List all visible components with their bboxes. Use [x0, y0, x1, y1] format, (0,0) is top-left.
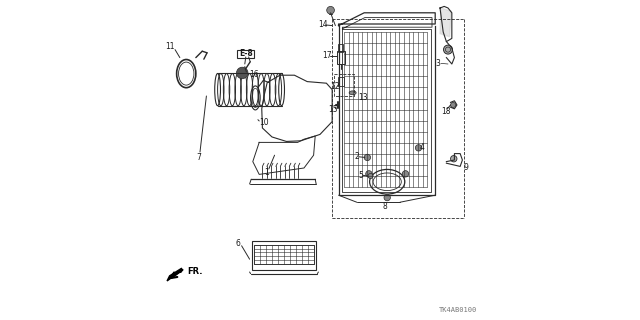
Text: 14: 14 [318, 20, 328, 29]
Text: 13: 13 [358, 93, 367, 102]
Circle shape [451, 102, 456, 108]
Circle shape [451, 156, 457, 162]
Text: 15: 15 [328, 105, 338, 114]
Bar [338, 77, 344, 86]
Text: 9: 9 [463, 163, 468, 172]
Text: 11: 11 [166, 42, 175, 51]
Text: 2: 2 [355, 152, 359, 161]
Text: 12: 12 [331, 82, 340, 91]
Text: 10: 10 [259, 118, 269, 127]
Bar [254, 245, 314, 264]
Text: 7: 7 [196, 153, 201, 162]
Circle shape [444, 45, 452, 54]
Circle shape [364, 154, 371, 161]
Text: 18: 18 [442, 107, 451, 116]
Text: 1: 1 [264, 168, 269, 177]
Circle shape [403, 171, 409, 177]
Text: 3: 3 [435, 60, 440, 68]
Circle shape [365, 171, 372, 177]
Ellipse shape [349, 91, 356, 95]
Circle shape [415, 145, 422, 151]
Text: 16: 16 [250, 70, 259, 79]
Text: TK4AB0100: TK4AB0100 [438, 307, 477, 313]
Polygon shape [440, 8, 451, 37]
Text: 8: 8 [382, 202, 387, 211]
Text: 17: 17 [322, 52, 332, 60]
Bar [339, 44, 344, 52]
Text: E-8: E-8 [239, 49, 253, 58]
Text: 4: 4 [419, 143, 424, 152]
Circle shape [368, 173, 373, 179]
Text: FR.: FR. [187, 267, 203, 276]
Text: 5: 5 [358, 171, 364, 180]
Circle shape [237, 67, 248, 79]
Circle shape [384, 194, 390, 201]
Polygon shape [167, 268, 183, 281]
Text: 6: 6 [236, 239, 241, 248]
Bar [252, 241, 316, 270]
Bar [337, 51, 344, 64]
Circle shape [327, 6, 334, 14]
